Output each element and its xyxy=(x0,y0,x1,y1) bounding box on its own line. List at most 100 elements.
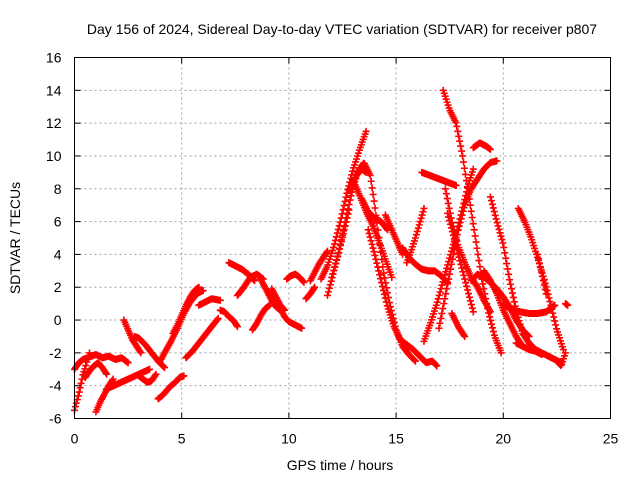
data-point xyxy=(86,349,94,357)
data-point xyxy=(456,137,464,145)
data-point xyxy=(488,324,496,332)
data-point xyxy=(330,240,338,248)
data-point xyxy=(152,370,160,378)
x-tick-label: 0 xyxy=(71,431,79,447)
data-point xyxy=(444,209,452,217)
data-point xyxy=(367,237,375,245)
series-arc-49 xyxy=(553,349,569,369)
data-point xyxy=(414,224,422,232)
data-point xyxy=(411,357,419,365)
data-point xyxy=(479,280,487,288)
data-point xyxy=(449,250,457,258)
data-point xyxy=(461,170,469,178)
data-point xyxy=(199,287,207,295)
x-axis-label: GPS time / hours xyxy=(287,457,394,473)
data-point xyxy=(550,313,558,321)
data-point xyxy=(335,249,343,257)
data-point xyxy=(344,205,352,213)
data-point xyxy=(383,302,391,310)
series-arc-08 xyxy=(135,370,160,386)
data-point xyxy=(366,233,374,241)
data-point xyxy=(437,314,445,322)
y-tick-label: -6 xyxy=(49,411,62,427)
data-point xyxy=(232,321,240,329)
data-point xyxy=(439,305,447,313)
data-point xyxy=(335,245,343,253)
data-point xyxy=(514,313,522,321)
data-point xyxy=(380,290,388,298)
series-arc-39 xyxy=(448,309,469,340)
y-tick-label: -4 xyxy=(49,378,62,394)
series-arc-01 xyxy=(71,351,132,373)
data-point xyxy=(124,359,132,367)
data-point xyxy=(379,282,387,290)
data-point xyxy=(468,213,476,221)
data-point xyxy=(549,309,557,317)
series-arc-50 xyxy=(561,300,572,309)
data-point xyxy=(299,277,307,285)
data-point xyxy=(369,244,377,252)
data-point xyxy=(377,275,385,283)
data-point xyxy=(497,349,505,357)
data-point xyxy=(496,229,504,237)
data-point xyxy=(331,263,339,271)
data-point xyxy=(83,358,91,366)
data-point xyxy=(436,288,444,296)
data-point xyxy=(447,224,455,232)
data-point xyxy=(452,118,460,126)
data-point xyxy=(456,218,464,226)
series-arc-40 xyxy=(435,157,501,332)
series-arc-03 xyxy=(81,359,111,381)
data-point xyxy=(372,255,380,263)
y-tick-label: 10 xyxy=(46,148,62,164)
data-point xyxy=(443,264,451,272)
series-arc-33 xyxy=(403,204,428,267)
data-point xyxy=(368,184,376,192)
data-point xyxy=(445,217,453,225)
data-point xyxy=(332,260,340,268)
data-point xyxy=(448,260,456,268)
data-point xyxy=(380,269,388,277)
data-point xyxy=(470,226,478,234)
data-point xyxy=(536,264,544,272)
data-point xyxy=(340,202,348,210)
axis-layer: 0 5 10 15 20 25 -6 -4 -2 0 2 4 6 8 10 12 14 16 xyxy=(46,50,619,447)
series-arc-02 xyxy=(71,349,94,414)
data-point xyxy=(451,241,459,249)
data-point xyxy=(538,272,546,280)
data-point xyxy=(460,204,468,212)
data-point xyxy=(330,243,338,251)
data-point xyxy=(326,281,334,289)
y-axis-label: SDTVAR / TECUs xyxy=(7,182,23,294)
data-point xyxy=(504,265,512,273)
y-tick-label: 0 xyxy=(54,312,62,328)
series-arc-48 xyxy=(499,300,559,317)
data-point xyxy=(333,256,341,264)
data-point xyxy=(539,277,547,285)
data-point xyxy=(510,298,518,306)
data-point xyxy=(444,199,452,207)
data-point xyxy=(538,351,546,359)
data-point xyxy=(551,317,559,325)
y-tick-label: 6 xyxy=(54,214,62,230)
data-point xyxy=(537,268,545,276)
data-point xyxy=(487,316,495,324)
data-point xyxy=(343,209,351,217)
data-point xyxy=(109,375,117,383)
data-point xyxy=(369,190,377,198)
data-point xyxy=(339,206,347,214)
data-point xyxy=(443,285,451,293)
series-arc-07 xyxy=(131,332,169,372)
data-point xyxy=(441,185,449,193)
data-point xyxy=(452,181,460,189)
data-point xyxy=(347,192,355,200)
data-point xyxy=(438,309,446,317)
data-point xyxy=(459,268,467,276)
data-point xyxy=(448,255,456,263)
data-point xyxy=(448,228,456,236)
data-point xyxy=(465,290,473,298)
data-point xyxy=(469,308,477,316)
series-arc-12 xyxy=(182,314,222,362)
data-point xyxy=(459,152,467,160)
data-point xyxy=(455,222,463,230)
